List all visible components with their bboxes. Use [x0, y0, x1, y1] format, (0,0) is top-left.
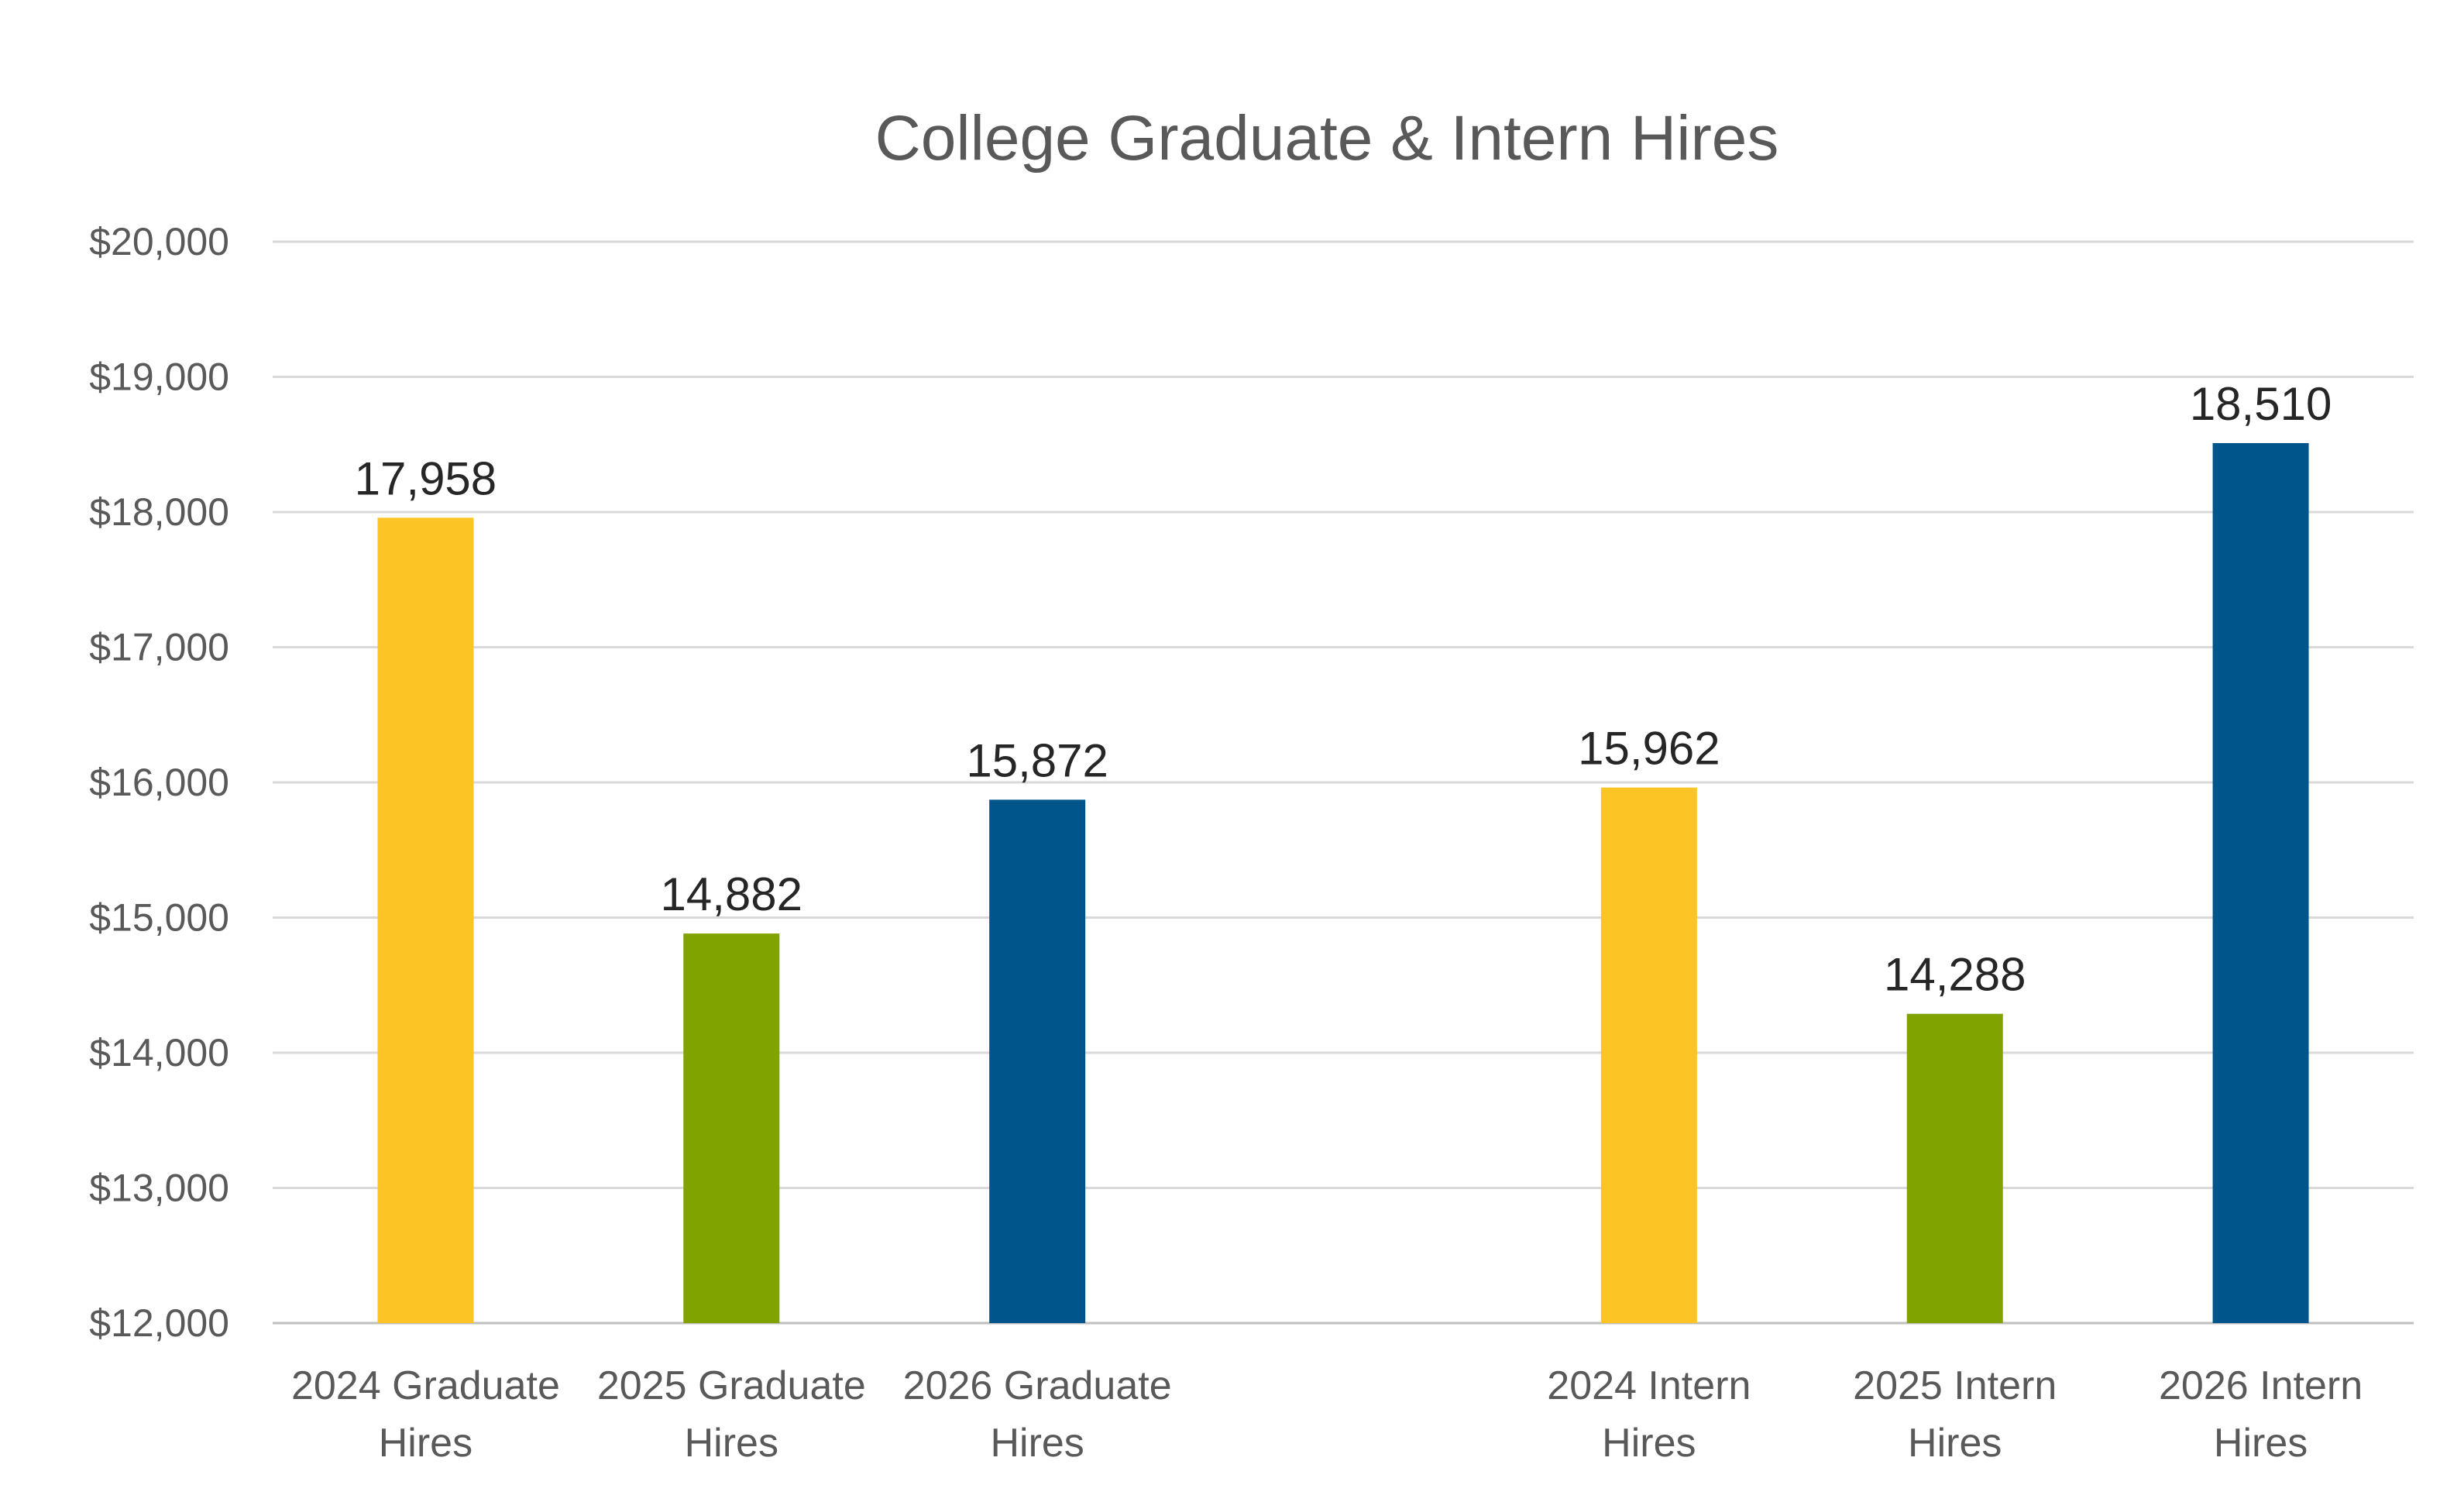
x-tick-label-line: 2026 Intern — [2159, 1363, 2363, 1408]
x-tick-label-line: Hires — [1602, 1421, 1696, 1466]
x-tick-label-line: 2026 Graduate — [903, 1363, 1172, 1408]
y-tick-label: $12,000 — [89, 1301, 229, 1345]
y-tick-label: $13,000 — [89, 1167, 229, 1210]
data-label: 18,510 — [2190, 378, 2332, 430]
chart-title: College Graduate & Intern Hires — [875, 103, 1779, 174]
x-tick-label-line: Hires — [990, 1421, 1084, 1466]
x-tick-label: 2025 Intern Hires — [1853, 1363, 2057, 1466]
y-tick-label: $16,000 — [89, 761, 229, 804]
x-tick-label-line: 2024 Graduate — [291, 1363, 560, 1408]
x-tick-label-line: Hires — [1908, 1421, 2002, 1466]
x-tick-label: 2024 Intern Hires — [1547, 1363, 1751, 1466]
x-tick-label-line: Hires — [2214, 1421, 2308, 1466]
x-tick-label-line: 2024 Intern — [1547, 1363, 1751, 1408]
y-tick-label: $17,000 — [89, 626, 229, 669]
bar — [2212, 443, 2309, 1323]
x-tick-label: 2024 Graduate Hires — [291, 1363, 560, 1466]
data-label: 15,962 — [1578, 723, 1720, 775]
data-label: 14,882 — [661, 868, 803, 920]
x-tick-label: 2025 Graduate Hires — [597, 1363, 866, 1466]
x-tick-label: 2026 Intern Hires — [2159, 1363, 2363, 1466]
x-tick-label-line: 2025 Intern — [1853, 1363, 2057, 1408]
data-label: 15,872 — [966, 734, 1108, 786]
y-tick-label: $14,000 — [89, 1031, 229, 1074]
y-tick-label: $18,000 — [89, 490, 229, 534]
y-axis-tick-labels: $12,000 $13,000 $14,000 $15,000 $16,000 $17,0… — [89, 220, 229, 1345]
bar — [989, 799, 1086, 1323]
data-label: 17,958 — [355, 452, 497, 504]
y-tick-label: $15,000 — [89, 896, 229, 940]
data-labels: 17,958 14,882 15,872 15,962 14,288 18,510 — [355, 378, 2332, 1001]
gridlines — [273, 240, 2414, 1325]
bars — [377, 443, 2309, 1323]
bar — [377, 517, 474, 1323]
x-tick-label: 2026 Graduate Hires — [903, 1363, 1172, 1466]
y-tick-label: $20,000 — [89, 220, 229, 263]
data-label: 14,288 — [1884, 949, 2026, 1001]
x-tick-label-line: 2025 Graduate — [597, 1363, 866, 1408]
y-tick-label: $19,000 — [89, 356, 229, 399]
x-tick-label-line: Hires — [685, 1421, 778, 1466]
bar — [1906, 1013, 2003, 1323]
x-tick-label-line: Hires — [379, 1421, 473, 1466]
bar — [1600, 787, 1697, 1323]
bar — [683, 933, 780, 1323]
